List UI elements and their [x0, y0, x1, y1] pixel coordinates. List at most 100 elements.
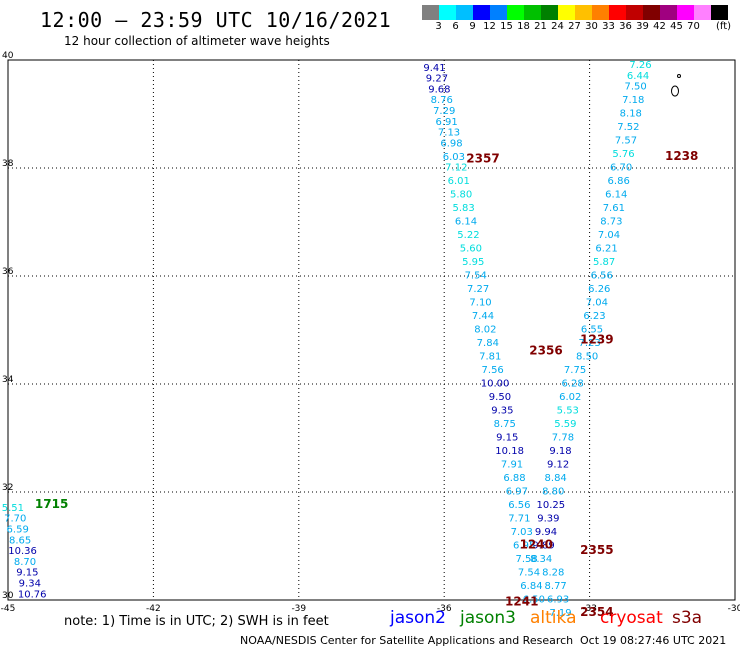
- wave-height-value: 7.84: [477, 338, 499, 349]
- wave-height-value: 7.52: [617, 122, 639, 133]
- color-swatch: [456, 5, 473, 20]
- wave-height-value: 7.50: [625, 82, 647, 93]
- color-scale-label: 27: [568, 21, 581, 32]
- wave-height-value: 9.34: [19, 579, 41, 590]
- pass-time-label: 1240: [520, 538, 553, 552]
- wave-height-value: 8.34: [530, 554, 552, 565]
- footnote: note: 1) Time is in UTC; 2) SWH is in fe…: [64, 614, 329, 629]
- wave-height-value: 5.51: [2, 503, 24, 514]
- color-scale-label: 15: [500, 21, 513, 32]
- wave-height-value: 6.56: [591, 271, 613, 282]
- color-swatch: [660, 5, 677, 20]
- color-scale-label: 6: [452, 21, 459, 32]
- wave-height-value: 9.15: [16, 568, 38, 579]
- color-swatch: [490, 5, 507, 20]
- color-scale-label: 39: [636, 21, 649, 32]
- pass-time-label: 2357: [466, 152, 499, 166]
- wave-height-value: 6.21: [595, 244, 617, 255]
- wave-height-value: 6.56: [508, 500, 530, 511]
- color-swatch: [422, 5, 439, 20]
- color-swatch: [558, 5, 575, 20]
- wave-height-value: 8.77: [545, 581, 567, 592]
- wave-height-value: 5.60: [460, 244, 482, 255]
- wave-height-value: 8.75: [494, 419, 516, 430]
- wave-height-value: 5.22: [457, 230, 479, 241]
- wave-height-value: 7.54: [518, 568, 540, 579]
- wave-height-value: 8.73: [600, 217, 622, 228]
- wave-height-value: 6.44: [627, 71, 649, 82]
- wave-height-value: 9.50: [489, 392, 511, 403]
- wave-height-value: 9.68: [428, 84, 450, 95]
- wave-height-value: 5.59: [554, 419, 576, 430]
- pass-time-label: 2356: [529, 343, 562, 357]
- map-subtitle: 12 hour collection of altimeter wave hei…: [64, 34, 330, 48]
- wave-height-value: 7.13: [438, 128, 460, 139]
- wave-height-value: 9.12: [547, 460, 569, 471]
- island-outline: [671, 85, 679, 97]
- lon-tick-label: -30: [728, 604, 740, 614]
- wave-height-value: 7.10: [469, 298, 491, 309]
- wave-height-value: 6.98: [440, 138, 462, 149]
- wave-height-value: 6.91: [435, 117, 457, 128]
- wave-height-value: 8.50: [576, 352, 598, 363]
- lon-tick-label: -33: [582, 604, 597, 614]
- wave-height-value: 6.26: [588, 284, 610, 295]
- pass-time-label: 2355: [580, 543, 613, 557]
- lon-tick-label: -42: [146, 604, 161, 614]
- wave-height-value: 6.95: [513, 541, 535, 552]
- wave-height-value: 10.76: [18, 589, 47, 600]
- lat-tick-label: 38: [2, 159, 14, 169]
- wave-height-value: 6.03: [443, 152, 465, 163]
- credit-line: NOAA/NESDIS Center for Satellite Applica…: [240, 634, 574, 647]
- pass-time-label: 1715: [35, 497, 68, 511]
- color-scale-label: 45: [670, 21, 683, 32]
- wave-height-value: 10.00: [481, 379, 510, 390]
- wave-height-value: 5.87: [593, 257, 615, 268]
- wave-height-value: 10.36: [8, 546, 37, 557]
- wave-height-value: 9.27: [426, 74, 448, 85]
- wave-height-value: 6.97: [506, 487, 528, 498]
- map-title: 12:00 – 23:59 UTC 10/16/2021: [40, 8, 392, 32]
- pass-time-label: 2354: [580, 605, 613, 619]
- legend-cryosat: cryosat: [600, 608, 663, 628]
- wave-height-value: 5.53: [557, 406, 579, 417]
- wave-height-value: 8.76: [431, 95, 453, 106]
- wave-height-value: 8.70: [14, 557, 36, 568]
- wave-height-value: 6.86: [608, 176, 630, 187]
- color-scale-label: 36: [619, 21, 632, 32]
- map-frame: [7, 59, 736, 601]
- wave-height-value: 7.26: [629, 60, 651, 71]
- color-scale-label: 42: [653, 21, 666, 32]
- color-scale-label: 70: [687, 21, 700, 32]
- color-swatch: [592, 5, 609, 20]
- wave-height-value: 7.44: [472, 311, 494, 322]
- pass-time-label: 1238: [665, 149, 698, 163]
- color-scale-label: 18: [517, 21, 530, 32]
- wave-height-value: 8.65: [9, 535, 31, 546]
- wave-height-value: 7.54: [465, 271, 487, 282]
- color-scale-unit: (ft): [716, 21, 732, 32]
- legend-s3a: s3a: [672, 608, 703, 628]
- wave-height-value: 7.78: [552, 433, 574, 444]
- color-swatch: [575, 5, 592, 20]
- wave-height-value: 8.02: [474, 325, 496, 336]
- wave-height-value: 7.03: [511, 527, 533, 538]
- wave-height-value: 7.57: [615, 136, 637, 147]
- color-scale-label: 30: [585, 21, 598, 32]
- wave-height-value: 5.95: [462, 257, 484, 268]
- wave-height-value: 7.18: [622, 95, 644, 106]
- wave-height-value: 5.80: [450, 190, 472, 201]
- pass-time-label: 1241: [505, 594, 538, 608]
- color-swatch: [677, 5, 694, 20]
- wave-height-value: 7.27: [467, 284, 489, 295]
- color-swatch: [626, 5, 643, 20]
- wave-height-value: 8.28: [542, 568, 564, 579]
- wave-height-value: 6.14: [455, 217, 477, 228]
- color-scale-label: 12: [483, 21, 496, 32]
- color-scale-bar: [422, 5, 728, 20]
- color-swatch: [711, 5, 728, 20]
- wave-height-value: 6.02: [559, 392, 581, 403]
- lon-tick-label: -45: [1, 604, 16, 614]
- wave-height-value: 6.93: [547, 595, 569, 606]
